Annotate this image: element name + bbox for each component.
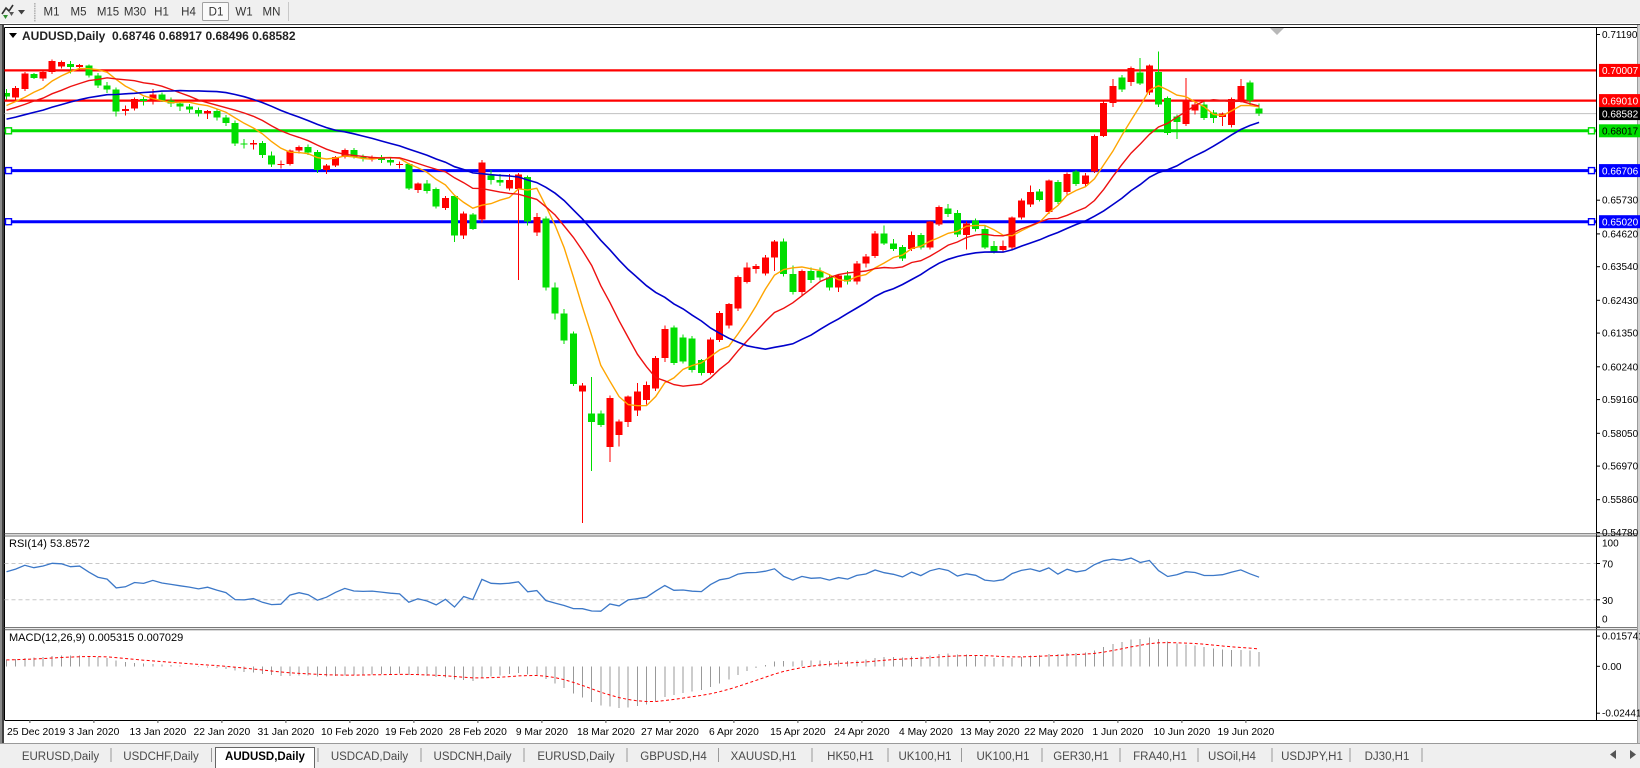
svg-text:0.56970: 0.56970 — [1602, 462, 1639, 473]
svg-text:EURUSD,Daily: EURUSD,Daily — [22, 751, 100, 763]
svg-text:UK100,H1: UK100,H1 — [898, 751, 951, 763]
svg-text:USDCNH,Daily: USDCNH,Daily — [434, 751, 512, 763]
svg-text:H1: H1 — [154, 7, 169, 19]
svg-text:24 Apr 2020: 24 Apr 2020 — [834, 727, 890, 738]
svg-text:0.70007: 0.70007 — [1602, 66, 1639, 77]
svg-text:MACD(12,26,9) 0.005315 0.00702: MACD(12,26,9) 0.005315 0.007029 — [9, 632, 183, 644]
svg-text:0.60240: 0.60240 — [1602, 362, 1639, 373]
svg-text:25 Dec 2019: 25 Dec 2019 — [7, 727, 66, 738]
svg-text:USDCAD,Daily: USDCAD,Daily — [331, 751, 409, 763]
svg-text:AUDUSD,Daily: AUDUSD,Daily — [225, 751, 305, 763]
svg-text:HK50,H1: HK50,H1 — [827, 751, 874, 763]
svg-text:0.68017: 0.68017 — [1602, 127, 1639, 138]
svg-text:13 May 2020: 13 May 2020 — [960, 727, 1020, 738]
svg-text:USDJPY,H1: USDJPY,H1 — [1281, 751, 1343, 763]
svg-text:0: 0 — [1602, 615, 1608, 626]
svg-text:6 Apr 2020: 6 Apr 2020 — [709, 727, 759, 738]
svg-text:27 Mar 2020: 27 Mar 2020 — [641, 727, 699, 738]
svg-text:0.69010: 0.69010 — [1602, 96, 1639, 107]
svg-text:EURUSD,Daily: EURUSD,Daily — [537, 751, 615, 763]
svg-text:30: 30 — [1602, 596, 1614, 607]
svg-text:H4: H4 — [181, 7, 196, 19]
svg-text:100: 100 — [1602, 539, 1619, 550]
svg-text:MN: MN — [263, 7, 281, 19]
svg-text:0.00: 0.00 — [1602, 662, 1622, 673]
svg-text:UK100,H1: UK100,H1 — [976, 751, 1029, 763]
svg-text:M30: M30 — [124, 7, 146, 19]
svg-text:AUDUSD,Daily 0.68746 0.68917: AUDUSD,Daily 0.68746 0.68917 0.68496 0.6… — [22, 29, 296, 43]
svg-text:0.65020: 0.65020 — [1602, 218, 1639, 229]
svg-text:0.64620: 0.64620 — [1602, 229, 1639, 240]
svg-text:M1: M1 — [44, 7, 60, 19]
svg-text:19 Jun 2020: 19 Jun 2020 — [1218, 727, 1275, 738]
svg-text:W1: W1 — [235, 7, 252, 19]
svg-text:0.62430: 0.62430 — [1602, 296, 1639, 307]
svg-text:19 Feb 2020: 19 Feb 2020 — [385, 727, 443, 738]
svg-text:USDCHF,Daily: USDCHF,Daily — [123, 751, 199, 763]
svg-text:FRA40,H1: FRA40,H1 — [1133, 751, 1187, 763]
svg-text:3 Jan 2020: 3 Jan 2020 — [68, 727, 119, 738]
svg-text:D1: D1 — [209, 7, 224, 19]
svg-text:10 Feb 2020: 10 Feb 2020 — [321, 727, 379, 738]
svg-text:70: 70 — [1602, 560, 1614, 571]
svg-text:1 Jun 2020: 1 Jun 2020 — [1092, 727, 1143, 738]
svg-text:DJ30,H1: DJ30,H1 — [1365, 751, 1410, 763]
svg-text:4 May 2020: 4 May 2020 — [899, 727, 953, 738]
svg-text:M5: M5 — [71, 7, 87, 19]
svg-text:XAUUSD,H1: XAUUSD,H1 — [731, 751, 797, 763]
svg-text:0.015741: 0.015741 — [1602, 632, 1640, 643]
svg-text:0.55860: 0.55860 — [1602, 495, 1639, 506]
svg-text:0.61350: 0.61350 — [1602, 329, 1639, 340]
svg-text:0.54780: 0.54780 — [1602, 528, 1639, 539]
svg-text:28 Feb 2020: 28 Feb 2020 — [449, 727, 507, 738]
svg-text:GER30,H1: GER30,H1 — [1053, 751, 1109, 763]
svg-text:10 Jun 2020: 10 Jun 2020 — [1154, 727, 1211, 738]
svg-text:0.65730: 0.65730 — [1602, 196, 1639, 207]
svg-text:M15: M15 — [97, 7, 119, 19]
svg-text:RSI(14) 53.8572: RSI(14) 53.8572 — [9, 538, 90, 550]
svg-text:13 Jan 2020: 13 Jan 2020 — [130, 727, 187, 738]
svg-text:0.58050: 0.58050 — [1602, 429, 1639, 440]
svg-text:15 Apr 2020: 15 Apr 2020 — [770, 727, 826, 738]
svg-text:0.68582: 0.68582 — [1602, 109, 1639, 120]
svg-text:9 Mar 2020: 9 Mar 2020 — [516, 727, 568, 738]
svg-text:0.71190: 0.71190 — [1602, 30, 1638, 41]
svg-text:GBPUSD,H4: GBPUSD,H4 — [640, 751, 707, 763]
svg-text:18 Mar 2020: 18 Mar 2020 — [577, 727, 635, 738]
svg-text:0.63540: 0.63540 — [1602, 262, 1639, 273]
svg-text:22 May 2020: 22 May 2020 — [1024, 727, 1084, 738]
svg-text:31 Jan 2020: 31 Jan 2020 — [258, 727, 315, 738]
svg-text:0.66706: 0.66706 — [1602, 166, 1639, 177]
svg-text:22 Jan 2020: 22 Jan 2020 — [194, 727, 251, 738]
svg-text:USOil,H4: USOil,H4 — [1208, 751, 1257, 763]
svg-text:0.59160: 0.59160 — [1602, 395, 1639, 406]
